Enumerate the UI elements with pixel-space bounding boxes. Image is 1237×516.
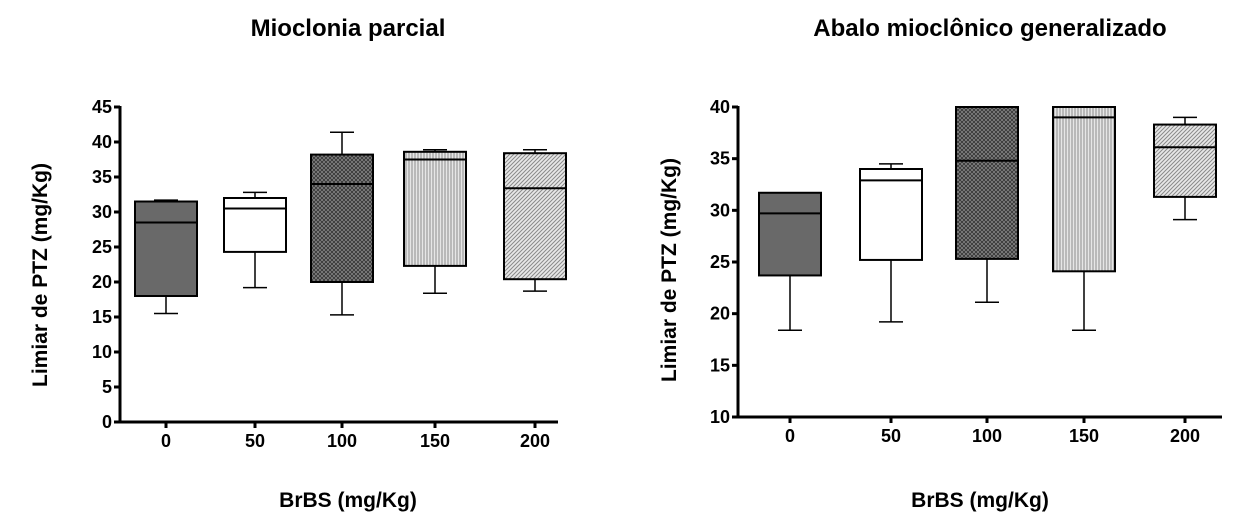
box-100 xyxy=(310,131,374,316)
box-0 xyxy=(134,199,198,315)
chart-mioclonia-parcial: Mioclonia parcial Limiar de PTZ (mg/Kg) … xyxy=(29,15,567,512)
y-tick-label: 25 xyxy=(92,237,112,257)
box-100 xyxy=(955,106,1019,304)
iqr-box xyxy=(1153,123,1217,198)
box-50 xyxy=(859,163,923,323)
y-tick-label: 30 xyxy=(92,202,112,222)
iqr-box xyxy=(1052,106,1116,273)
x-tick-label: 50 xyxy=(245,431,265,451)
y-tick-label: 15 xyxy=(710,355,730,375)
x-tick-label: 200 xyxy=(1170,426,1200,446)
iqr-box xyxy=(223,197,287,253)
x-tick-label: 0 xyxy=(161,431,171,451)
x-tick-label: 200 xyxy=(520,431,550,451)
x-tick-label: 150 xyxy=(420,431,450,451)
y-tick-label: 0 xyxy=(102,412,112,432)
iqr-box xyxy=(859,168,923,261)
y-axis-ticks: 10 15 20 25 30 35 40 xyxy=(710,97,738,427)
x-axis-ticks: 0 50 100 150 200 xyxy=(785,417,1200,446)
y-tick-label: 25 xyxy=(710,252,730,272)
y-tick-label: 45 xyxy=(92,97,112,117)
box-plots xyxy=(758,106,1217,331)
y-tick-label: 30 xyxy=(710,200,730,220)
y-tick-label: 40 xyxy=(710,97,730,117)
box-200 xyxy=(503,148,567,292)
y-tick-label: 35 xyxy=(92,167,112,187)
box-150 xyxy=(403,148,467,294)
chart-abalo-mioclonico-generalizado: Abalo mioclônico generalizado Limiar de … xyxy=(658,15,1222,512)
iqr-box xyxy=(955,106,1019,260)
box-0 xyxy=(758,191,822,331)
iqr-box xyxy=(503,152,567,281)
box-150 xyxy=(1052,106,1116,331)
x-axis-label: BrBS (mg/Kg) xyxy=(911,489,1049,512)
iqr-box xyxy=(758,191,822,277)
y-tick-label: 35 xyxy=(710,149,730,169)
x-tick-label: 0 xyxy=(785,426,795,446)
y-tick-label: 10 xyxy=(92,342,112,362)
iqr-box xyxy=(403,150,467,267)
x-axis-label: BrBS (mg/Kg) xyxy=(279,489,417,512)
y-tick-label: 40 xyxy=(92,132,112,152)
y-axis-label: Limiar de PTZ (mg/Kg) xyxy=(29,163,52,387)
x-tick-label: 150 xyxy=(1069,426,1099,446)
axes xyxy=(118,106,558,424)
box-plots xyxy=(134,131,567,316)
x-tick-label: 100 xyxy=(972,426,1002,446)
y-tick-label: 20 xyxy=(710,304,730,324)
x-axis-ticks: 0 50 100 150 200 xyxy=(161,422,550,451)
y-axis-ticks: 0 5 10 15 20 25 30 35 40 45 xyxy=(92,97,120,432)
y-tick-label: 10 xyxy=(710,407,730,427)
x-tick-label: 100 xyxy=(327,431,357,451)
axes xyxy=(736,106,1222,419)
iqr-box xyxy=(134,200,198,297)
box-200 xyxy=(1153,116,1217,221)
y-tick-label: 15 xyxy=(92,307,112,327)
chart-title: Abalo mioclônico generalizado xyxy=(813,15,1166,42)
x-tick-label: 50 xyxy=(881,426,901,446)
y-tick-label: 5 xyxy=(102,377,112,397)
chart-title: Mioclonia parcial xyxy=(251,15,446,42)
y-tick-label: 20 xyxy=(92,272,112,292)
box-50 xyxy=(223,191,287,289)
iqr-box xyxy=(310,153,374,284)
y-axis-label: Limiar de PTZ (mg/Kg) xyxy=(658,158,681,382)
